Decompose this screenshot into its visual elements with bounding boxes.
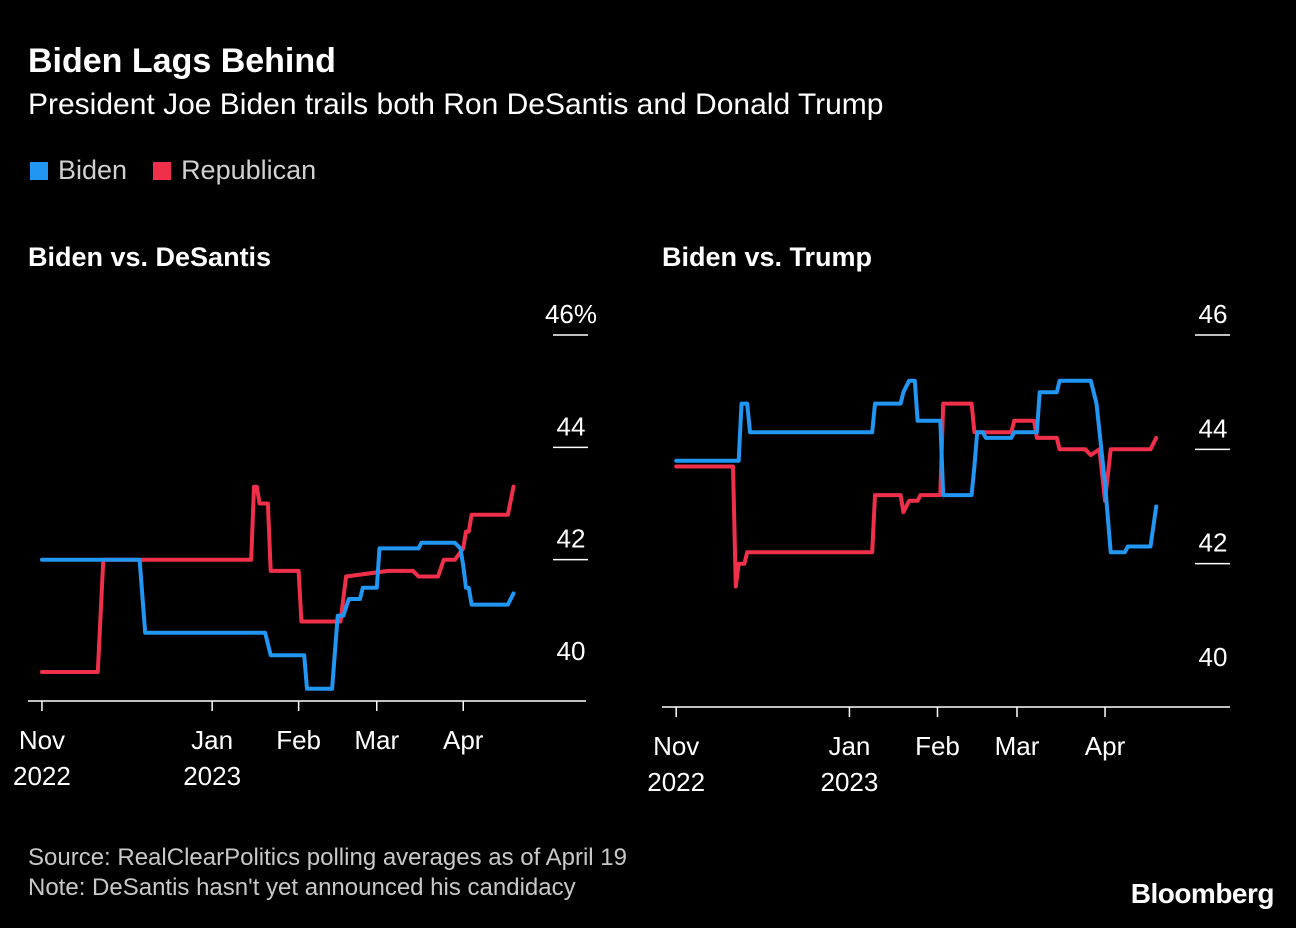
x-tick-label: Feb <box>276 725 321 755</box>
legend-item-republican: Republican <box>153 155 316 186</box>
panel-title-trump: Biden vs. Trump <box>662 242 873 272</box>
x-tick-sublabel: 2022 <box>647 767 705 797</box>
bloomberg-logo: Bloomberg <box>1130 878 1275 909</box>
legend: Biden Republican <box>30 155 342 186</box>
x-tick-label: Jan <box>828 731 870 761</box>
chart-biden-vs-desantis: 40 42 44 46% Nov 2022 Jan 2023 Feb Mar Apr <box>13 299 597 791</box>
x-tick-label: Mar <box>995 731 1040 761</box>
y-tick-label: 46% <box>545 299 597 329</box>
series-line-republican <box>674 401 1159 589</box>
y-tick-label: 44 <box>557 411 586 441</box>
source-note: Source: RealClearPolitics polling averag… <box>28 844 627 871</box>
panel-title-desantis: Biden vs. DeSantis <box>28 242 272 272</box>
y-tick-label: 42 <box>1199 528 1228 558</box>
candidacy-note: Note: DeSantis hasn't yet announced his … <box>28 874 576 901</box>
y-tick-label: 42 <box>557 524 586 554</box>
y-tick-label: 40 <box>557 636 586 666</box>
chart-title: Biden Lags Behind <box>28 42 336 80</box>
y-tick-label: 44 <box>1199 413 1228 443</box>
x-tick-sublabel: 2022 <box>13 761 71 791</box>
legend-label-biden: Biden <box>58 155 128 185</box>
series-line-biden <box>674 378 1159 555</box>
x-tick-label: Jan <box>191 725 233 755</box>
series-line-biden <box>40 540 516 691</box>
chart-subtitle: President Joe Biden trails both Ron DeSa… <box>28 88 884 121</box>
x-tick-label: Nov <box>19 725 65 755</box>
y-tick-label: 40 <box>1199 642 1228 672</box>
x-tick-label: Mar <box>354 725 399 755</box>
legend-swatch-republican <box>153 161 172 180</box>
x-tick-label: Nov <box>653 731 699 761</box>
x-tick-label: Feb <box>915 731 960 761</box>
x-tick-sublabel: 2023 <box>821 767 879 797</box>
legend-swatch-biden <box>30 161 48 180</box>
legend-item-biden: Biden <box>30 155 127 186</box>
legend-label-republican: Republican <box>181 155 317 185</box>
x-tick-label: Apr <box>443 725 484 755</box>
x-tick-sublabel: 2023 <box>183 761 241 791</box>
x-tick-label: Apr <box>1085 731 1126 761</box>
chart-biden-vs-trump: 40 42 44 46 Nov 2022 Jan 2023 Feb Mar Apr <box>647 299 1230 797</box>
y-tick-label: 46 <box>1199 299 1228 329</box>
series-line-republican <box>40 484 516 674</box>
